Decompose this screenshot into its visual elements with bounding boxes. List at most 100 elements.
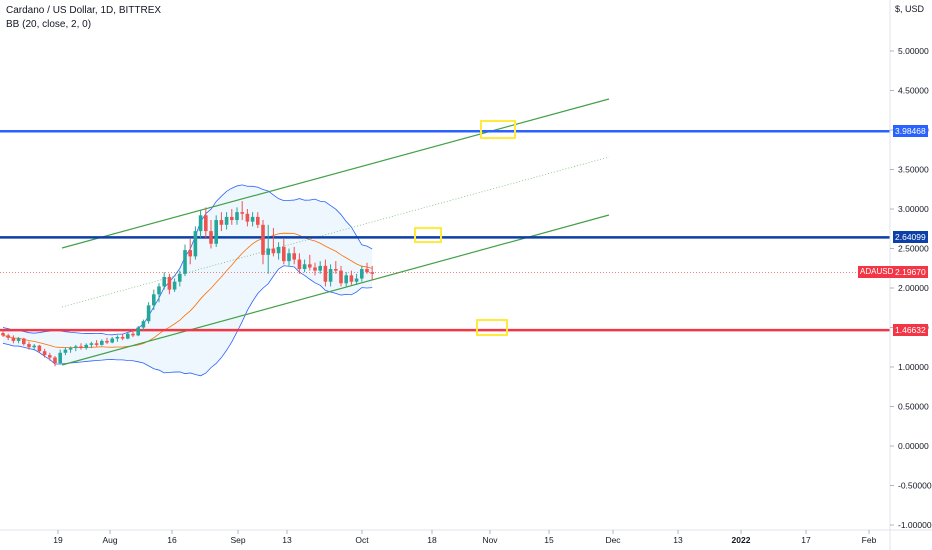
candle (94, 340, 99, 347)
candle-body (37, 345, 42, 352)
candle-body (245, 213, 250, 222)
candle-body (115, 336, 120, 339)
candle (79, 343, 83, 350)
candle (115, 335, 120, 342)
level-price-tag[interactable]: 3.98468 (893, 125, 928, 138)
candle (297, 253, 302, 274)
candle (240, 201, 244, 221)
time-tick-label: 18 (427, 535, 437, 545)
candle (318, 261, 322, 274)
candle (339, 265, 343, 287)
candle (110, 336, 114, 344)
candle (365, 262, 369, 274)
candle (188, 239, 192, 265)
candle (22, 337, 26, 346)
candle (370, 265, 374, 281)
candle (120, 333, 125, 341)
candle-body (209, 231, 213, 244)
candle-body (58, 352, 62, 364)
price-tick-label: 5.00000 (898, 46, 929, 56)
last-price-tag[interactable]: 2.19670 (893, 266, 928, 279)
candle-body (313, 267, 317, 271)
level-price-tag[interactable]: 1.46632 (893, 324, 928, 337)
level-price-tag[interactable]: 2.64099 (893, 231, 928, 244)
candle-body (110, 338, 114, 343)
candle-body (141, 321, 146, 328)
candle (63, 347, 68, 356)
horizontal-levels (0, 129, 890, 332)
candle-body (16, 338, 21, 341)
time-tick-label: 17 (801, 535, 811, 545)
candle (11, 335, 16, 344)
candle-body (152, 294, 156, 306)
candle (282, 239, 286, 265)
candle-body (126, 333, 130, 339)
bb-fill (3, 184, 373, 376)
candle (178, 270, 182, 287)
candle-body (334, 269, 338, 271)
time-tick-label: 13 (282, 535, 292, 545)
candle-body (370, 272, 374, 274)
parallel-channel (0, 98, 890, 366)
candle-body (287, 253, 291, 262)
candle (48, 352, 52, 361)
candlestick-series (1, 201, 374, 367)
candle (250, 212, 255, 227)
candle-body (11, 337, 16, 341)
price-tick-label: -1.00000 (898, 520, 932, 530)
candle (53, 355, 57, 367)
candle (256, 212, 260, 228)
chart-title: Cardano / US Dollar, 1D, BITTREX (6, 5, 162, 16)
candle-body (360, 269, 364, 279)
candle (136, 325, 140, 337)
candle (6, 333, 10, 341)
time-tick-label: Aug (102, 535, 117, 545)
candle-body (178, 273, 182, 282)
price-tick-label: 2.50000 (898, 244, 929, 254)
candle-body (365, 269, 369, 273)
candle (261, 220, 265, 265)
highlight-box (476, 319, 508, 336)
candle (105, 337, 109, 345)
currency-label[interactable]: $, USD (895, 4, 925, 14)
candle (146, 302, 151, 324)
time-tick-label: Sep (230, 535, 245, 545)
highlight-box (414, 227, 442, 243)
candle (245, 209, 250, 227)
candle (360, 265, 364, 282)
channel-upper-line (61, 98, 610, 249)
candle-body (235, 212, 239, 221)
candle (302, 259, 307, 273)
candle (172, 278, 177, 292)
candle (198, 210, 203, 240)
candle-body (204, 215, 208, 232)
candle-body (89, 343, 94, 345)
candle-body (157, 286, 161, 295)
candle (89, 341, 94, 349)
candle-body (198, 215, 203, 232)
candle (292, 246, 296, 265)
candle-body (84, 344, 88, 349)
candle (266, 224, 270, 274)
candle (74, 344, 78, 352)
candle (16, 336, 21, 344)
indicator-legend[interactable]: BB (20, close, 2, 0) (6, 19, 92, 30)
candle (214, 215, 218, 247)
candle (287, 248, 291, 266)
candle (328, 264, 333, 287)
candle-body (328, 269, 333, 282)
time-tick-label: 2022 (732, 535, 751, 545)
candle (334, 261, 338, 274)
candle (308, 254, 312, 271)
candle-body (302, 264, 307, 270)
candle (27, 341, 31, 350)
candle (152, 289, 156, 311)
candle (276, 242, 281, 260)
candle-body (100, 340, 104, 345)
candle-body (146, 305, 151, 322)
time-tick-label: 15 (544, 535, 554, 545)
candle-body (63, 349, 68, 353)
candle-body (282, 246, 286, 262)
candle (32, 344, 36, 351)
